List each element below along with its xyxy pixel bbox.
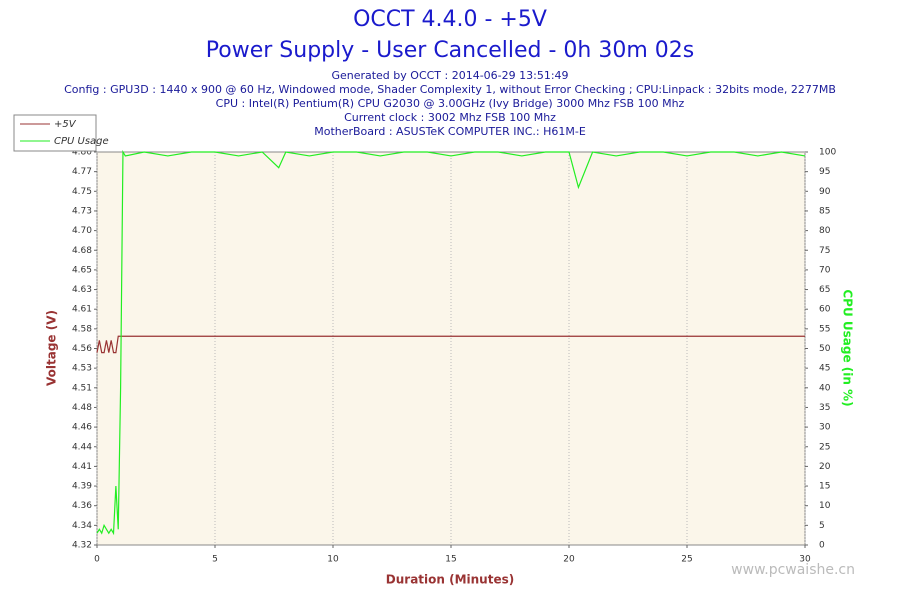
y2-tick-label: 0: [819, 541, 825, 551]
y2-tick-label: 65: [819, 285, 830, 295]
y2-tick-label: 5: [819, 521, 825, 531]
y-tick-label: 4.56: [72, 344, 92, 354]
y-tick-label: 4.39: [72, 482, 92, 492]
y2-tick-label: 85: [819, 206, 830, 216]
y2-tick-label: 70: [819, 265, 831, 275]
y-axis-label: Voltage (V): [45, 310, 59, 386]
info-line: CPU : Intel(R) Pentium(R) CPU G2030 @ 3.…: [216, 97, 685, 110]
y2-tick-label: 30: [819, 423, 831, 433]
x-tick-label: 0: [94, 555, 100, 565]
y2-tick-label: 100: [819, 148, 836, 158]
y-tick-label: 4.34: [72, 521, 92, 531]
series-line: [96, 149, 806, 536]
y2-tick-label: 15: [819, 482, 830, 492]
y2-tick-label: 10: [819, 501, 831, 511]
legend-label: +5V: [54, 119, 77, 130]
y2-axis-label: CPU Usage (in %): [841, 289, 855, 406]
y2-tick-label: 60: [819, 305, 831, 315]
plot-area: [96, 151, 806, 546]
y-tick-label: 4.77: [72, 167, 92, 177]
x-tick-label: 15: [445, 555, 456, 565]
info-line: Config : GPU3D : 1440 x 900 @ 60 Hz, Win…: [64, 83, 836, 96]
y-tick-label: 4.58: [72, 324, 92, 334]
y-tick-label: 4.61: [72, 305, 92, 315]
y-tick-label: 4.53: [72, 364, 92, 374]
y2-tick-label: 35: [819, 403, 830, 413]
x-axis-label: Duration (Minutes): [386, 573, 514, 587]
y-tick-label: 4.70: [72, 226, 92, 236]
y2-tick-label: 95: [819, 167, 830, 177]
watermark: www.pcwaishe.cn: [731, 562, 855, 578]
x-tick-label: 10: [327, 555, 339, 565]
chart-subtitle: Power Supply - User Cancelled - 0h 30m 0…: [206, 38, 694, 63]
legend-box: [13, 114, 97, 152]
x-tick-label: 5: [212, 555, 218, 565]
x-tick-label: 25: [681, 555, 692, 565]
chart-title: OCCT 4.4.0 - +5V: [353, 7, 547, 32]
info-line: MotherBoard : ASUSTeK COMPUTER INC.: H61…: [314, 125, 586, 138]
y-tick-label: 4.41: [72, 462, 92, 472]
y-tick-label: 4.46: [72, 423, 92, 433]
y2-tick-label: 55: [819, 324, 830, 334]
y-tick-label: 4.48: [72, 403, 92, 413]
x-tick-label: 30: [799, 555, 811, 565]
x-tick-label: 20: [563, 555, 575, 565]
y-tick-label: 4.32: [72, 541, 92, 551]
y2-tick-label: 20: [819, 462, 831, 472]
y-tick-label: 4.44: [72, 442, 92, 452]
legend-label: CPU Usage: [54, 136, 109, 147]
y2-tick-label: 80: [819, 226, 831, 236]
info-line: Generated by OCCT : 2014-06-29 13:51:49: [331, 69, 568, 82]
y2-tick-label: 90: [819, 187, 831, 197]
y-tick-label: 4.36: [72, 501, 92, 511]
y-tick-label: 4.73: [72, 206, 92, 216]
y2-tick-label: 50: [819, 344, 831, 354]
y-tick-label: 4.63: [72, 285, 92, 295]
info-line: Current clock : 3002 Mhz FSB 100 Mhz: [344, 111, 556, 124]
y-tick-label: 4.51: [72, 383, 92, 393]
y-tick-label: 4.75: [72, 187, 92, 197]
y2-tick-label: 40: [819, 383, 831, 393]
y-tick-label: 4.80: [72, 148, 92, 158]
y2-tick-label: 75: [819, 246, 830, 256]
y-tick-label: 4.68: [72, 246, 92, 256]
y-tick-label: 4.65: [72, 265, 92, 275]
y2-tick-label: 25: [819, 442, 830, 452]
series-line: [96, 335, 805, 354]
y2-tick-label: 45: [819, 364, 830, 374]
